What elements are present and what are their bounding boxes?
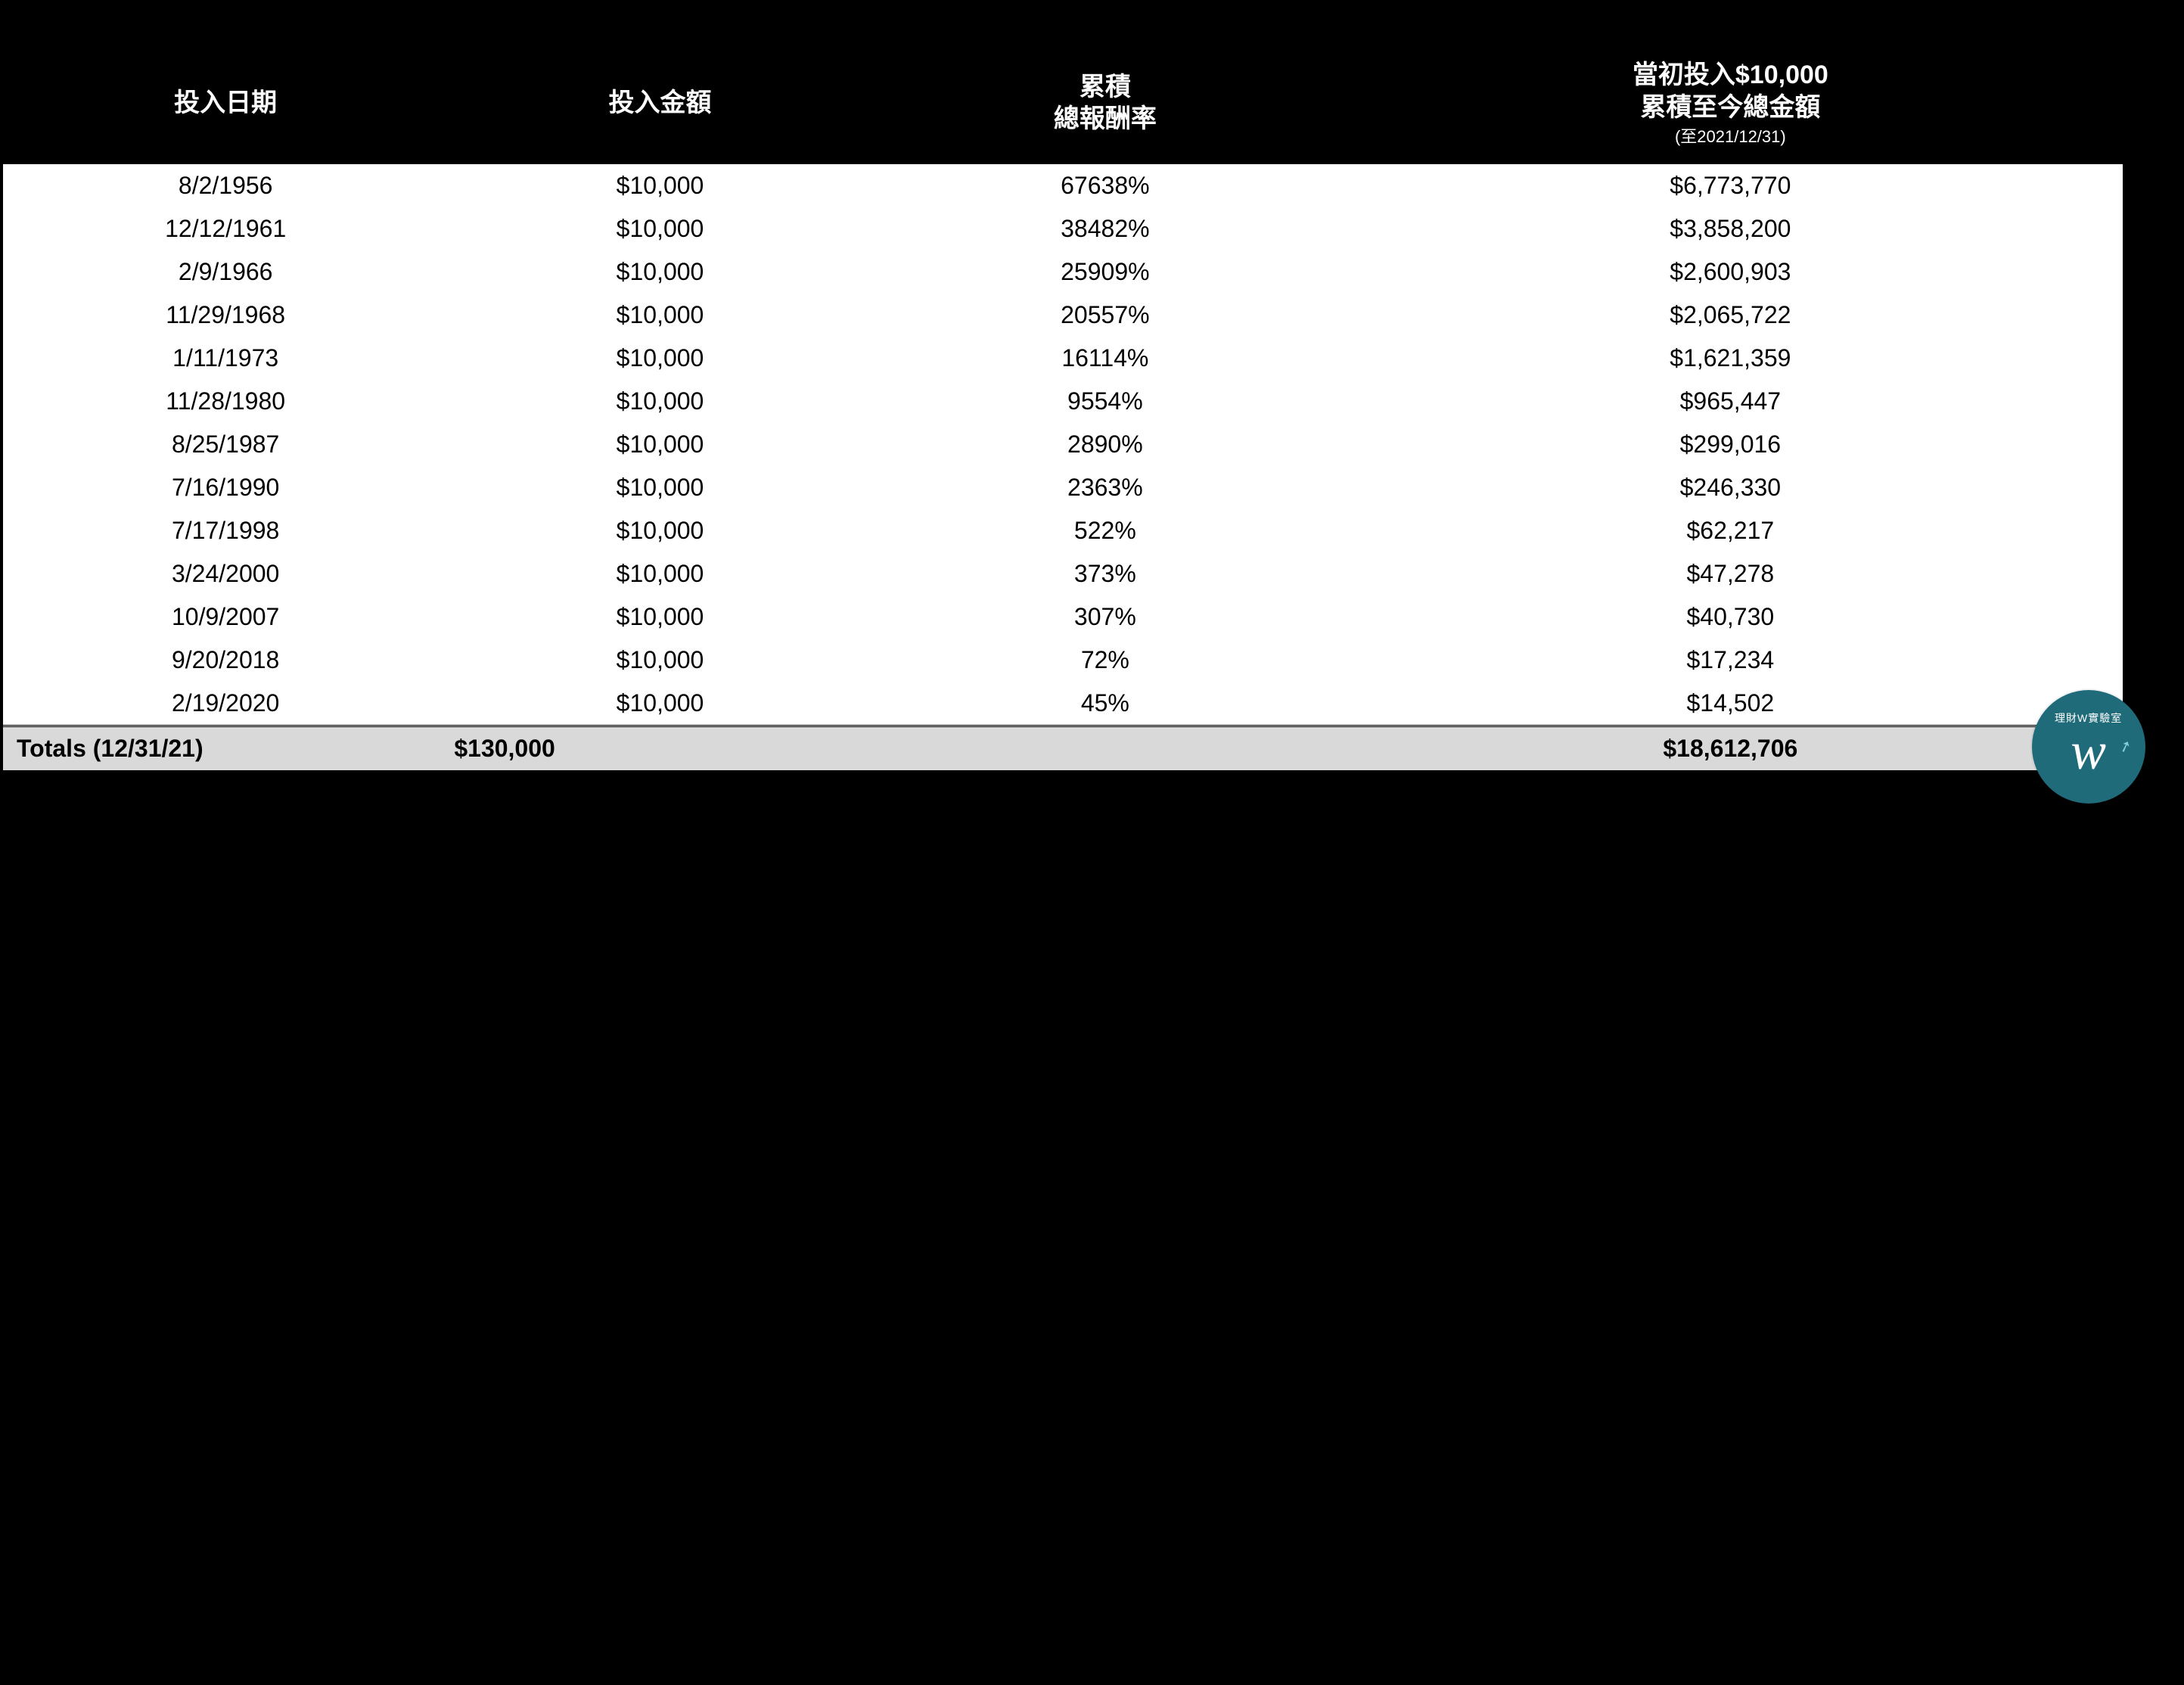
- footer-return: [872, 726, 1338, 772]
- watermark-letter: w: [2071, 726, 2106, 779]
- cell-return: 522%: [872, 509, 1338, 552]
- cell-amount: $10,000: [448, 423, 871, 466]
- cell-date: 8/2/1956: [3, 164, 448, 207]
- cell-amount: $10,000: [448, 380, 871, 423]
- table-row: 8/25/1987$10,0002890%$299,016: [3, 423, 2123, 466]
- cell-return: 16114%: [872, 337, 1338, 380]
- watermark-badge: 理財W實驗室 w ➚: [2032, 690, 2145, 804]
- cell-return: 373%: [872, 552, 1338, 595]
- cell-total: $3,858,200: [1338, 207, 2123, 250]
- table-row: 9/20/2018$10,00072%$17,234: [3, 639, 2123, 682]
- table-row: 7/16/1990$10,0002363%$246,330: [3, 466, 2123, 509]
- col-header-total: 當初投入$10,000累積至今總金額 (至2021/12/31): [1338, 45, 2123, 164]
- table-row: 8/2/1956$10,00067638%$6,773,770: [3, 164, 2123, 207]
- cell-amount: $10,000: [448, 682, 871, 726]
- cell-return: 20557%: [872, 294, 1338, 337]
- cell-date: 1/11/1973: [3, 337, 448, 380]
- cell-date: 2/19/2020: [3, 682, 448, 726]
- cell-amount: $10,000: [448, 509, 871, 552]
- cell-total: $246,330: [1338, 466, 2123, 509]
- table-row: 11/29/1968$10,00020557%$2,065,722: [3, 294, 2123, 337]
- cell-date: 9/20/2018: [3, 639, 448, 682]
- cell-amount: $10,000: [448, 552, 871, 595]
- cell-return: 25909%: [872, 250, 1338, 294]
- cell-date: 7/16/1990: [3, 466, 448, 509]
- cell-amount: $10,000: [448, 466, 871, 509]
- table-body: 8/2/1956$10,00067638%$6,773,77012/12/196…: [3, 164, 2123, 726]
- cell-return: 2890%: [872, 423, 1338, 466]
- cell-date: 10/9/2007: [3, 595, 448, 639]
- cell-total: $2,600,903: [1338, 250, 2123, 294]
- table-row: 3/24/2000$10,000373%$47,278: [3, 552, 2123, 595]
- cell-return: 45%: [872, 682, 1338, 726]
- cell-amount: $10,000: [448, 164, 871, 207]
- footer-total: $18,612,706: [1338, 726, 2123, 772]
- cell-total: $6,773,770: [1338, 164, 2123, 207]
- cell-amount: $10,000: [448, 207, 871, 250]
- table-row: 1/11/1973$10,00016114%$1,621,359: [3, 337, 2123, 380]
- cell-total: $2,065,722: [1338, 294, 2123, 337]
- cell-date: 11/29/1968: [3, 294, 448, 337]
- table-row: 2/9/1966$10,00025909%$2,600,903: [3, 250, 2123, 294]
- table-row: 12/12/1961$10,00038482%$3,858,200: [3, 207, 2123, 250]
- col-header-return-label: 累積總報酬率: [1054, 73, 1157, 134]
- col-header-total-sub: (至2021/12/31): [1344, 126, 2117, 148]
- cell-return: 2363%: [872, 466, 1338, 509]
- cell-date: 12/12/1961: [3, 207, 448, 250]
- cell-total: $1,621,359: [1338, 337, 2123, 380]
- cell-return: 72%: [872, 639, 1338, 682]
- cell-total: $47,278: [1338, 552, 2123, 595]
- col-header-amount-label: 投入金額: [609, 89, 712, 117]
- arrow-icon: ➚: [2116, 735, 2134, 757]
- footer-label: Totals (12/31/21): [3, 726, 448, 772]
- table-row: 7/17/1998$10,000522%$62,217: [3, 509, 2123, 552]
- cell-amount: $10,000: [448, 337, 871, 380]
- cell-total: $40,730: [1338, 595, 2123, 639]
- cell-total: $299,016: [1338, 423, 2123, 466]
- table-header-row: 投入日期 投入金額 累積總報酬率 當初投入$10,000累積至今總金額 (至20…: [3, 45, 2123, 164]
- footer-amount: $130,000: [448, 726, 871, 772]
- investment-table: 投入日期 投入金額 累積總報酬率 當初投入$10,000累積至今總金額 (至20…: [3, 45, 2123, 773]
- table-row: 11/28/1980$10,0009554%$965,447: [3, 380, 2123, 423]
- cell-return: 307%: [872, 595, 1338, 639]
- cell-total: $17,234: [1338, 639, 2123, 682]
- cell-total: $965,447: [1338, 380, 2123, 423]
- cell-date: 3/24/2000: [3, 552, 448, 595]
- table-row: 10/9/2007$10,000307%$40,730: [3, 595, 2123, 639]
- cell-date: 2/9/1966: [3, 250, 448, 294]
- cell-date: 7/17/1998: [3, 509, 448, 552]
- table-row: 2/19/2020$10,00045%$14,502: [3, 682, 2123, 726]
- cell-return: 67638%: [872, 164, 1338, 207]
- cell-total: $14,502: [1338, 682, 2123, 726]
- watermark-text: 理財W實驗室: [2055, 710, 2122, 726]
- col-header-date-label: 投入日期: [174, 89, 277, 117]
- investment-table-container: 投入日期 投入金額 累積總報酬率 當初投入$10,000累積至今總金額 (至20…: [0, 45, 2126, 773]
- cell-amount: $10,000: [448, 294, 871, 337]
- col-header-return: 累積總報酬率: [872, 45, 1338, 164]
- table-footer-row: Totals (12/31/21) $130,000 $18,612,706: [3, 726, 2123, 772]
- cell-return: 38482%: [872, 207, 1338, 250]
- cell-date: 8/25/1987: [3, 423, 448, 466]
- cell-amount: $10,000: [448, 250, 871, 294]
- col-header-amount: 投入金額: [448, 45, 871, 164]
- cell-amount: $10,000: [448, 639, 871, 682]
- cell-amount: $10,000: [448, 595, 871, 639]
- cell-return: 9554%: [872, 380, 1338, 423]
- cell-total: $62,217: [1338, 509, 2123, 552]
- cell-date: 11/28/1980: [3, 380, 448, 423]
- col-header-date: 投入日期: [3, 45, 448, 164]
- col-header-total-label: 當初投入$10,000累積至今總金額: [1633, 61, 1828, 122]
